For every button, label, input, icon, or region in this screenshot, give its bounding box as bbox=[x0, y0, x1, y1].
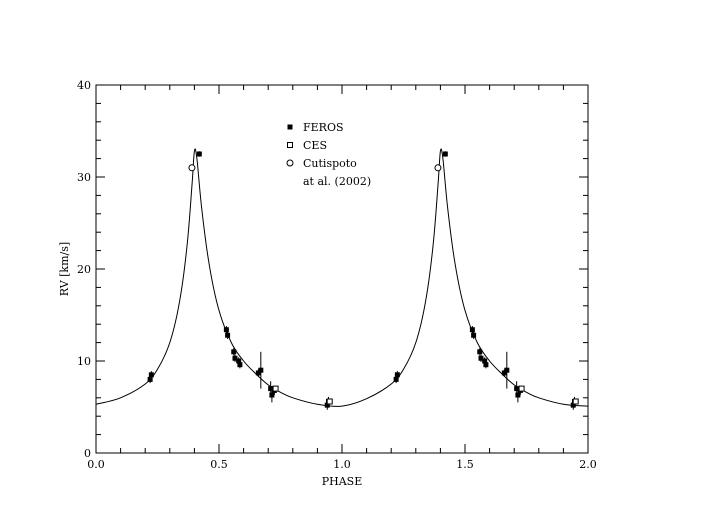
filled-square-point bbox=[196, 151, 202, 157]
y-tick-label: 10 bbox=[77, 355, 91, 368]
y-tick-label: 30 bbox=[77, 171, 91, 184]
filled-square-point bbox=[514, 386, 520, 392]
filled-square-point bbox=[469, 327, 475, 333]
filled-square-point bbox=[501, 370, 507, 376]
filled-square-point bbox=[223, 327, 229, 333]
open-square-point bbox=[572, 398, 579, 405]
filled-square-point bbox=[255, 370, 261, 376]
open-square-point bbox=[326, 398, 333, 405]
open-circle-point bbox=[188, 164, 196, 172]
filled-square-point bbox=[482, 358, 488, 364]
legend-label: at al. (2002) bbox=[303, 175, 371, 188]
y-tick-label: 20 bbox=[77, 263, 91, 276]
legend-label: Cutispoto bbox=[303, 157, 357, 170]
model-curve bbox=[95, 148, 589, 407]
x-tick-label: 0.0 bbox=[87, 458, 105, 471]
axis-tick-labels: 0.0 0.5 1.0 1.5 2.0 0 10 20 30 40 bbox=[77, 79, 597, 471]
filled-square-point bbox=[324, 402, 330, 408]
legend-label: FEROS bbox=[303, 121, 344, 134]
legend-marker-filled-square bbox=[287, 124, 293, 130]
filled-square-point bbox=[570, 402, 576, 408]
filled-square-point bbox=[477, 349, 483, 355]
x-tick-label: 1.5 bbox=[456, 458, 474, 471]
filled-square-point bbox=[236, 358, 242, 364]
x-tick-label: 0.5 bbox=[210, 458, 228, 471]
filled-square-point bbox=[148, 372, 154, 378]
filled-square-point bbox=[231, 349, 237, 355]
filled-square-point bbox=[258, 367, 264, 373]
filled-square-point bbox=[269, 392, 275, 398]
filled-square-point bbox=[393, 376, 399, 382]
filled-square-point bbox=[268, 386, 274, 392]
x-axis-label: PHASE bbox=[322, 475, 363, 488]
open-square-point bbox=[272, 385, 279, 392]
x-tick-label: 1.0 bbox=[333, 458, 351, 471]
filled-square-point bbox=[504, 367, 510, 373]
legend-marker-open-square bbox=[287, 142, 293, 148]
axis-ticks bbox=[95, 84, 589, 454]
filled-square-point bbox=[442, 151, 448, 157]
filled-square-point bbox=[237, 362, 243, 368]
legend-label: CES bbox=[303, 139, 327, 152]
y-axis-label: RV [km/s] bbox=[58, 242, 71, 296]
legend-marker-open-circle bbox=[286, 159, 294, 167]
filled-square-point bbox=[478, 355, 484, 361]
filled-square-point bbox=[515, 392, 521, 398]
filled-square-point bbox=[483, 362, 489, 368]
legend: FEROS CES Cutispoto at al. (2002) bbox=[286, 121, 371, 188]
y-tick-label: 40 bbox=[77, 79, 91, 92]
x-tick-label: 2.0 bbox=[579, 458, 597, 471]
y-tick-label: 0 bbox=[84, 447, 91, 460]
open-square-point bbox=[518, 385, 525, 392]
data-points bbox=[147, 151, 579, 410]
filled-square-point bbox=[147, 376, 153, 382]
filled-square-point bbox=[225, 332, 231, 338]
filled-square-point bbox=[471, 332, 477, 338]
open-circle-point bbox=[434, 164, 442, 172]
filled-square-point bbox=[232, 355, 238, 361]
plot-frame bbox=[95, 84, 589, 454]
filled-square-point bbox=[394, 372, 400, 378]
